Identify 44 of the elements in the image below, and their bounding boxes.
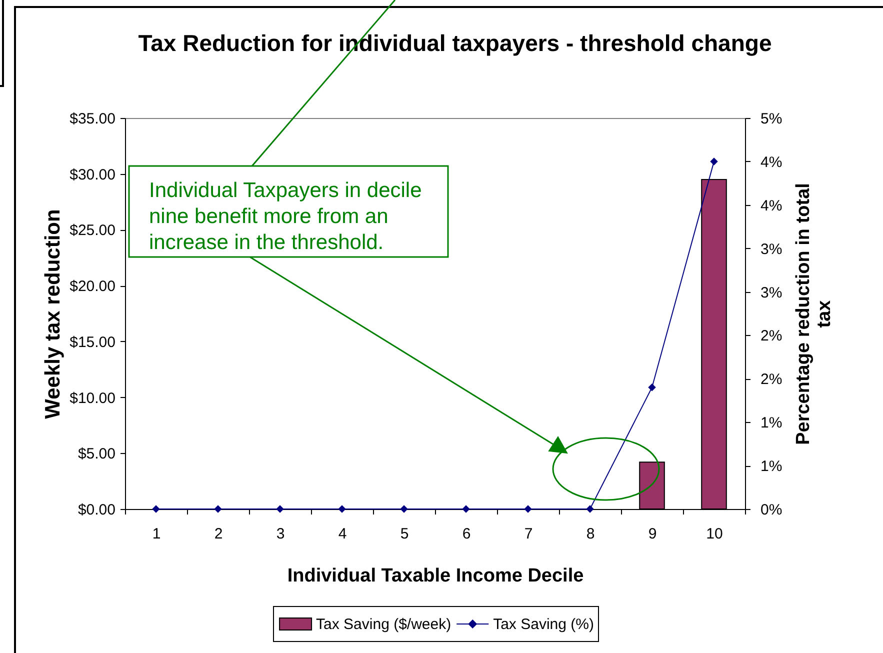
y2-tick-label: 0% (760, 502, 782, 518)
point (648, 383, 656, 392)
legend-label: Tax Saving ($/week) (316, 616, 452, 633)
y-tick-label: $15.00 (70, 334, 116, 351)
point (400, 505, 408, 513)
x-tick-label: 10 (706, 526, 723, 542)
point (338, 505, 346, 513)
y2-tick-label: 4% (760, 154, 782, 171)
point (710, 158, 718, 166)
x-tick-label: 5 (400, 526, 409, 542)
x-tick-label: 8 (586, 526, 595, 542)
point (462, 505, 470, 513)
y2-tick-label: 4% (760, 197, 782, 214)
y-tick-label: $5.00 (78, 446, 116, 463)
y2-tick-label: 1% (760, 414, 782, 432)
x-tick-label: 7 (524, 526, 533, 542)
x-tick-label: 6 (462, 526, 471, 542)
y2-tick-label: 1% (760, 458, 782, 476)
legend-label: Tax Saving (%) (493, 616, 594, 633)
x-tick-label: 3 (276, 526, 285, 542)
point (276, 505, 284, 513)
y2-tick-label: 3% (760, 240, 782, 258)
y2-tick-label: 5% (760, 110, 782, 128)
y-tick-label: $30.00 (70, 166, 116, 184)
y-tick-label: $20.00 (70, 278, 116, 296)
x-tick-label: 4 (338, 526, 347, 542)
y2-tick-label: 2% (760, 328, 782, 345)
y-tick-label: $10.00 (70, 390, 116, 407)
y-tick-label: $35.00 (70, 110, 116, 128)
y2-tick-label: 2% (760, 371, 782, 388)
point (524, 505, 532, 513)
y2-tick-label: 3% (760, 284, 782, 302)
y2-axis-title: Percentage reduction in total tax (793, 183, 836, 445)
point (214, 505, 222, 513)
x-axis-title: Individual Taxable Income Decile (287, 566, 584, 586)
x-tick-label: 2 (214, 526, 223, 542)
point (586, 505, 594, 513)
x-tick-label: 1 (152, 526, 161, 542)
x-tick-label: 9 (648, 526, 657, 542)
annotation: Individual Taxpayers in decile nine benefit more from an increase in the threshold. (149, 179, 422, 254)
y-axis-title: Weekly tax reduction (42, 209, 65, 419)
y-tick-label: $25.00 (70, 222, 116, 240)
point (152, 505, 160, 513)
y-tick-label: $0.00 (78, 502, 116, 518)
